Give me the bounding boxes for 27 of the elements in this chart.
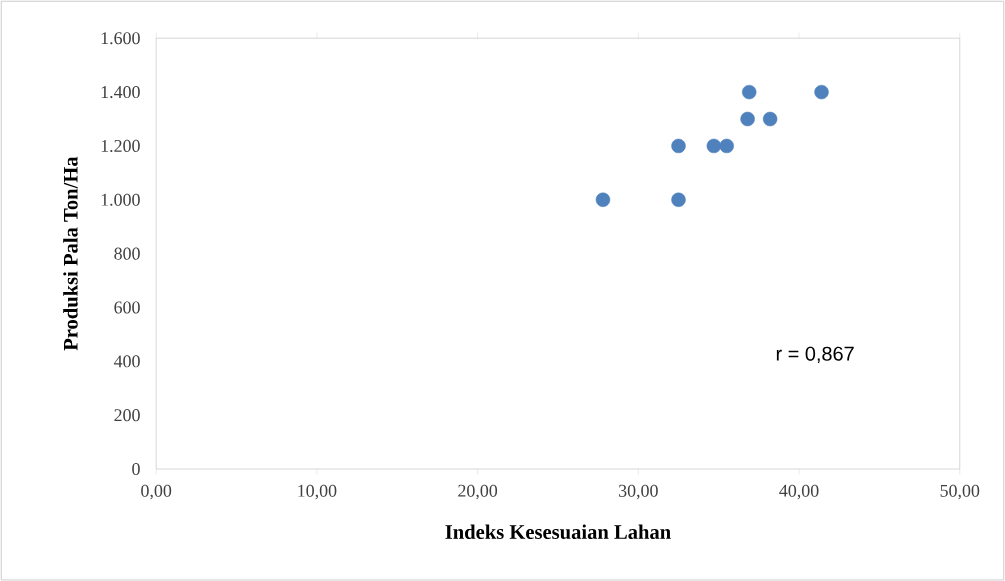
- x-axis-title: Indeks Kesesuaian Lahan: [445, 524, 671, 539]
- x-tick-label: 40,00: [779, 484, 819, 500]
- y-tick-label: 1.000: [101, 193, 140, 206]
- y-tick-label: 1.600: [101, 32, 140, 45]
- x-tick-label: 20,00: [458, 484, 498, 500]
- point: [742, 84, 757, 100]
- x-tick-label: 30,00: [619, 484, 658, 500]
- point: [595, 192, 611, 207]
- point: [740, 111, 755, 127]
- x-tick-label: 50,00: [940, 484, 980, 500]
- point: [719, 138, 734, 154]
- point: [706, 138, 722, 154]
- annotation: r = 0,867: [776, 346, 854, 363]
- y-tick-label: 200: [114, 409, 140, 422]
- point: [762, 111, 778, 127]
- point: [671, 192, 686, 207]
- y-axis-title: Produksi Pala Ton/Ha: [63, 156, 78, 351]
- y-tick-label: 1.400: [101, 85, 140, 99]
- x-tick-label: 0,00: [141, 484, 172, 500]
- y-tick-label: 600: [114, 301, 140, 314]
- y-tick-label: 400: [113, 355, 140, 368]
- y-tick-label: 1.200: [101, 139, 140, 152]
- point: [814, 84, 829, 100]
- y-tick-label: 800: [114, 247, 140, 260]
- x-tick-label: 10,00: [298, 484, 337, 500]
- y-tick-label: 0: [132, 462, 140, 475]
- point: [671, 138, 686, 154]
